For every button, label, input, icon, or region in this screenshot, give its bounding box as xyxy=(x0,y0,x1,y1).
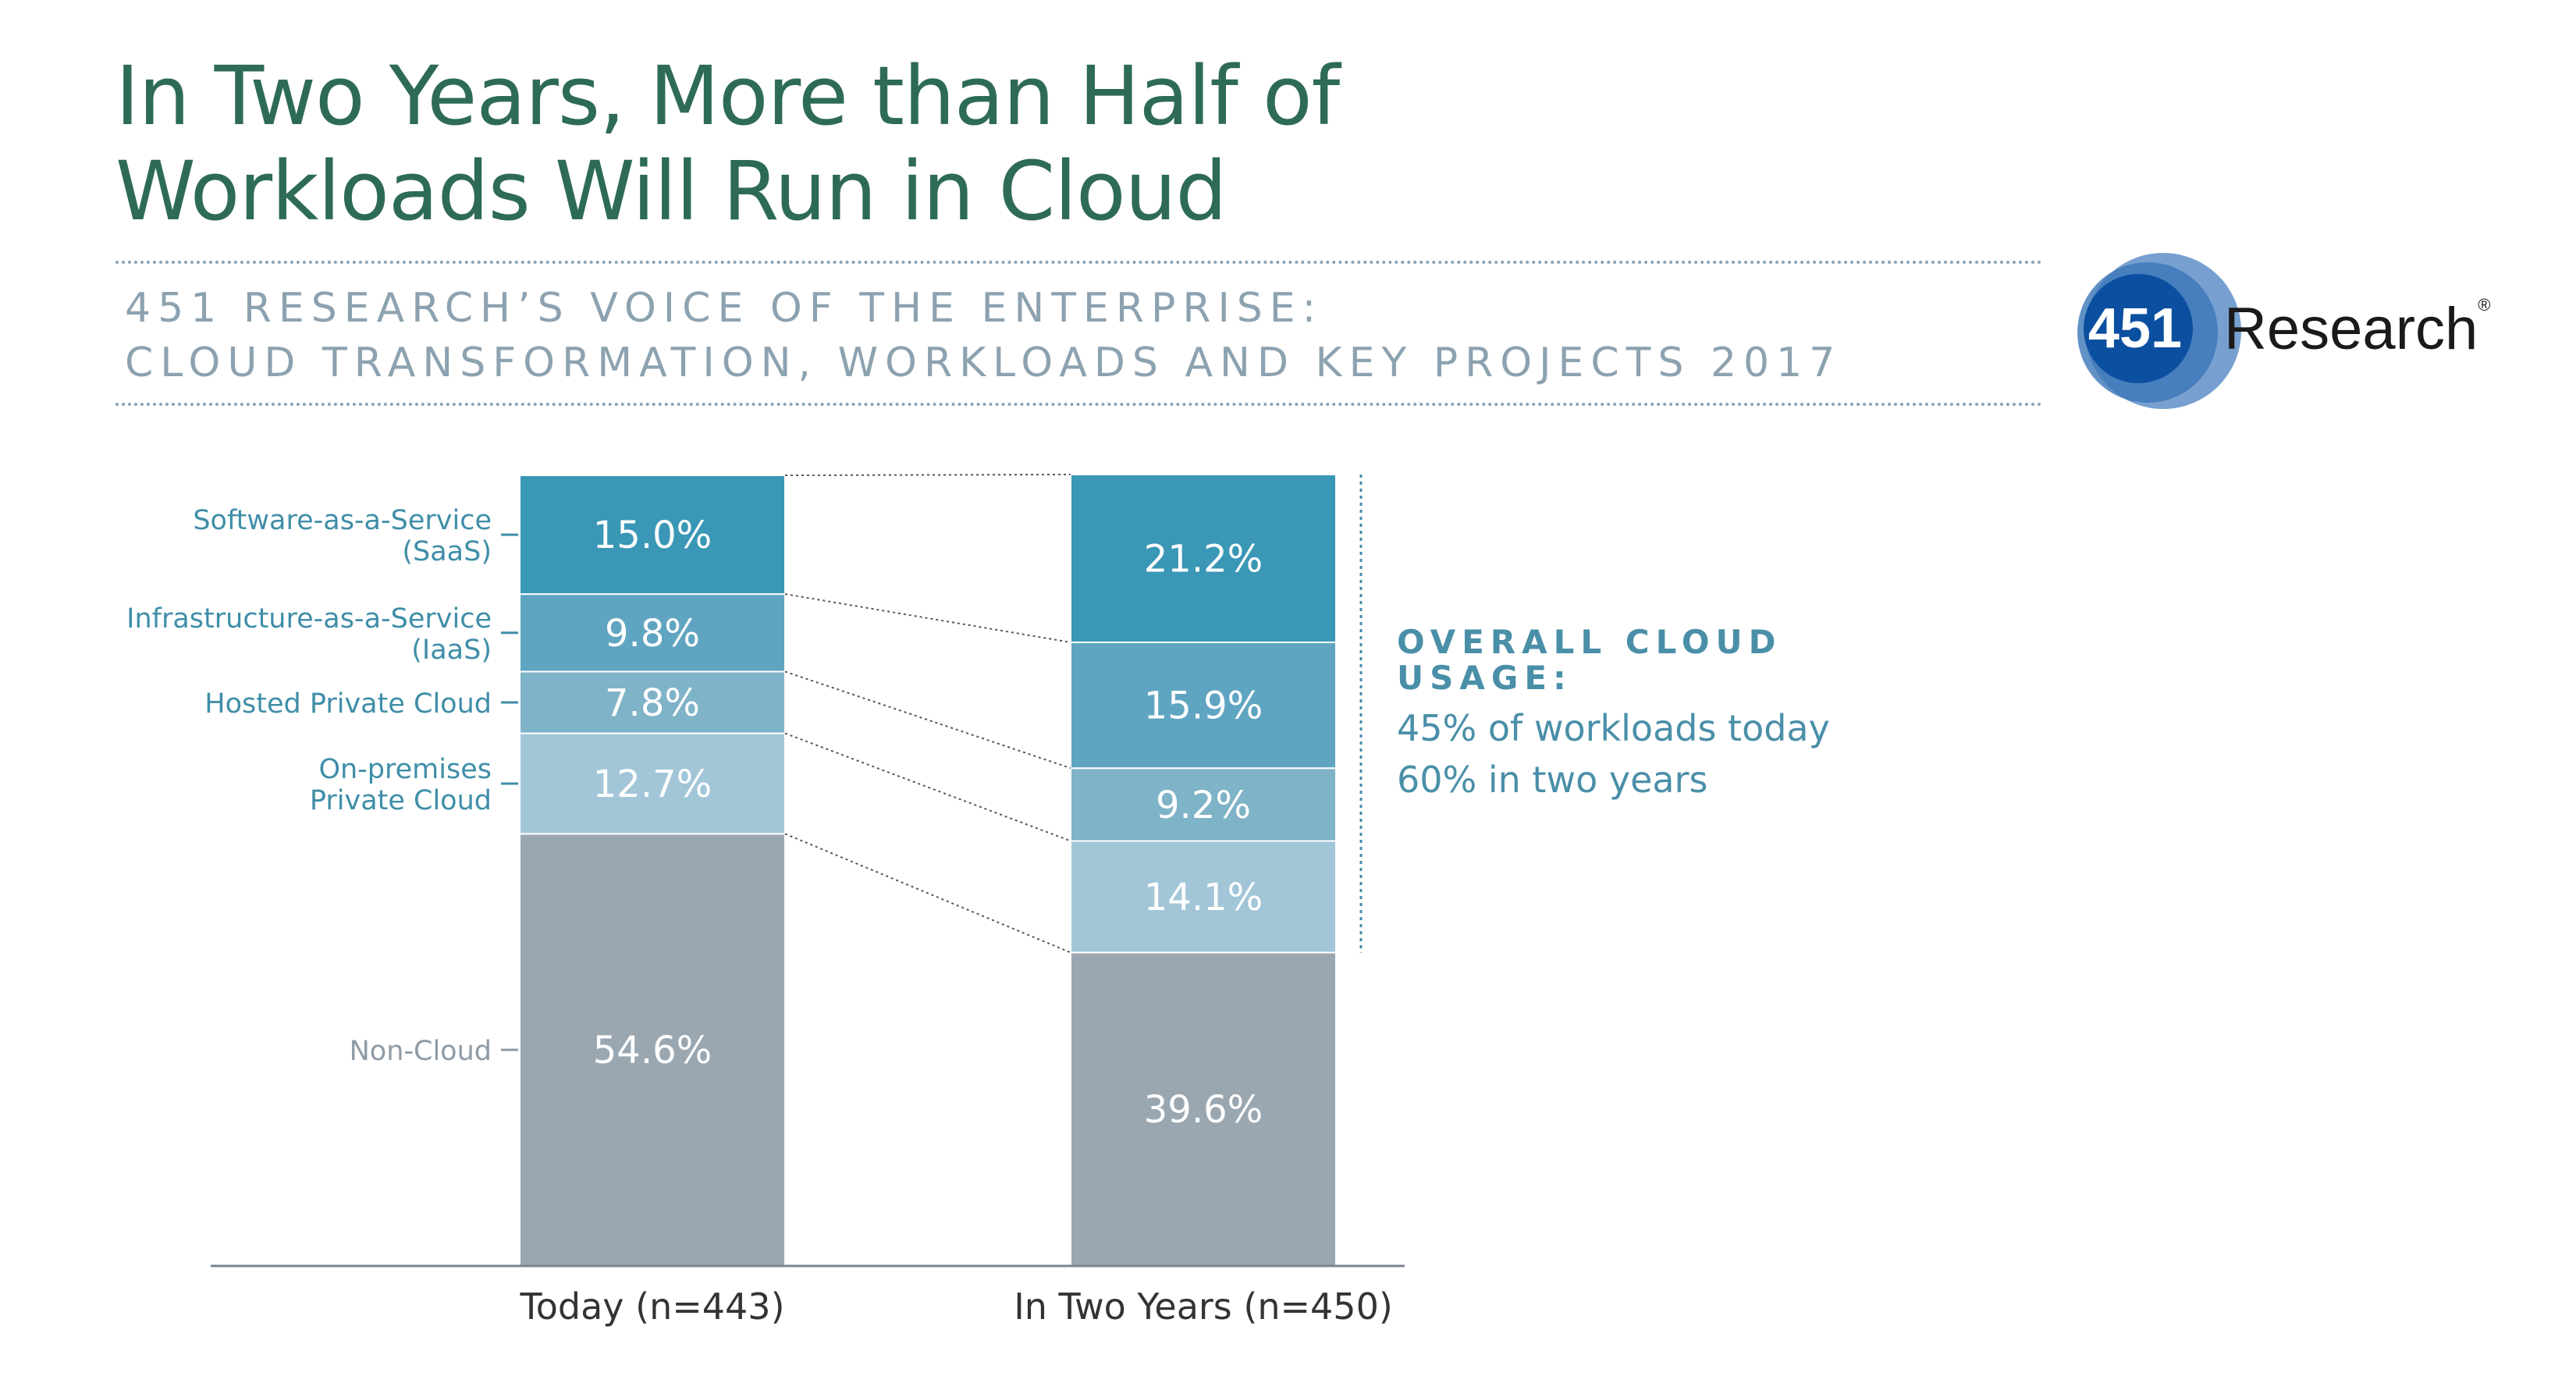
x-tick-label-today: Today (n=443) xyxy=(519,1285,784,1328)
data-label-iaas-two-years: 15.9% xyxy=(1144,684,1263,728)
subtitle: 451 RESEARCH’S VOICE OF THE ENTERPRISE: … xyxy=(125,281,1842,390)
bar-noncloud-today xyxy=(519,833,786,1267)
logo-wordmark: Research® xyxy=(2224,295,2490,363)
legend-label-iaas: Infrastructure-as-a-Service (IaaS) xyxy=(126,603,492,666)
subtitle-line-2: CLOUD TRANSFORMATION, WORKLOADS AND KEY … xyxy=(125,340,1842,386)
legend-label-onprem: On-premises Private Cloud xyxy=(310,754,492,816)
bar-noncloud-two-years xyxy=(1070,951,1337,1268)
callout-two-years: 60% in two years xyxy=(1397,759,1708,801)
title-line-2: Workloads Will Run in Cloud xyxy=(115,144,1228,239)
connector-line xyxy=(784,833,1071,954)
page-title: In Two Years, More than Half of Workload… xyxy=(115,48,1340,239)
x-tick-label-two-years: In Two Years (n=450) xyxy=(1014,1285,1393,1328)
bottom-divider xyxy=(115,403,2043,406)
data-label-hosted-today: 7.8% xyxy=(605,681,700,725)
connector-line xyxy=(784,732,1071,842)
callout-today: 45% of workloads today xyxy=(1397,707,1830,749)
bar-iaas-two-years xyxy=(1070,641,1337,770)
data-label-onprem-today: 12.7% xyxy=(593,763,712,806)
data-label-iaas-today: 9.8% xyxy=(605,612,700,656)
data-label-hosted-two-years: 9.2% xyxy=(1156,784,1251,827)
data-label-noncloud-today: 54.6% xyxy=(593,1029,712,1072)
logo-registered-mark: ® xyxy=(2478,295,2491,315)
title-line-1: In Two Years, More than Half of xyxy=(115,48,1340,144)
data-label-onprem-two-years: 14.1% xyxy=(1144,876,1263,919)
data-label-saas-two-years: 21.2% xyxy=(1144,537,1263,581)
logo-text: Research xyxy=(2224,296,2478,362)
top-divider xyxy=(115,261,2043,264)
legend-label-noncloud: Non-Cloud xyxy=(350,1036,492,1067)
connector-line xyxy=(784,670,1071,770)
callout-heading: OVERALL CLOUD USAGE: xyxy=(1397,623,1782,697)
bar-hosted-two-years xyxy=(1070,767,1337,842)
legend-label-saas: Software-as-a-Service (SaaS) xyxy=(193,505,492,567)
connector-line xyxy=(784,593,1071,643)
data-label-saas-today: 15.0% xyxy=(593,514,712,557)
bar-onprem-two-years xyxy=(1070,840,1337,954)
bar-saas-today xyxy=(519,475,786,596)
subtitle-line-1: 451 RESEARCH’S VOICE OF THE ENTERPRISE: xyxy=(125,285,1324,332)
451-research-logo-icon xyxy=(2077,253,2241,409)
logo-number: 451 xyxy=(2087,297,2183,360)
legend-label-hosted: Hosted Private Cloud xyxy=(204,688,492,720)
bar-iaas-today xyxy=(519,593,786,673)
data-label-noncloud-two-years: 39.6% xyxy=(1144,1088,1263,1132)
bar-saas-two-years xyxy=(1070,474,1337,643)
